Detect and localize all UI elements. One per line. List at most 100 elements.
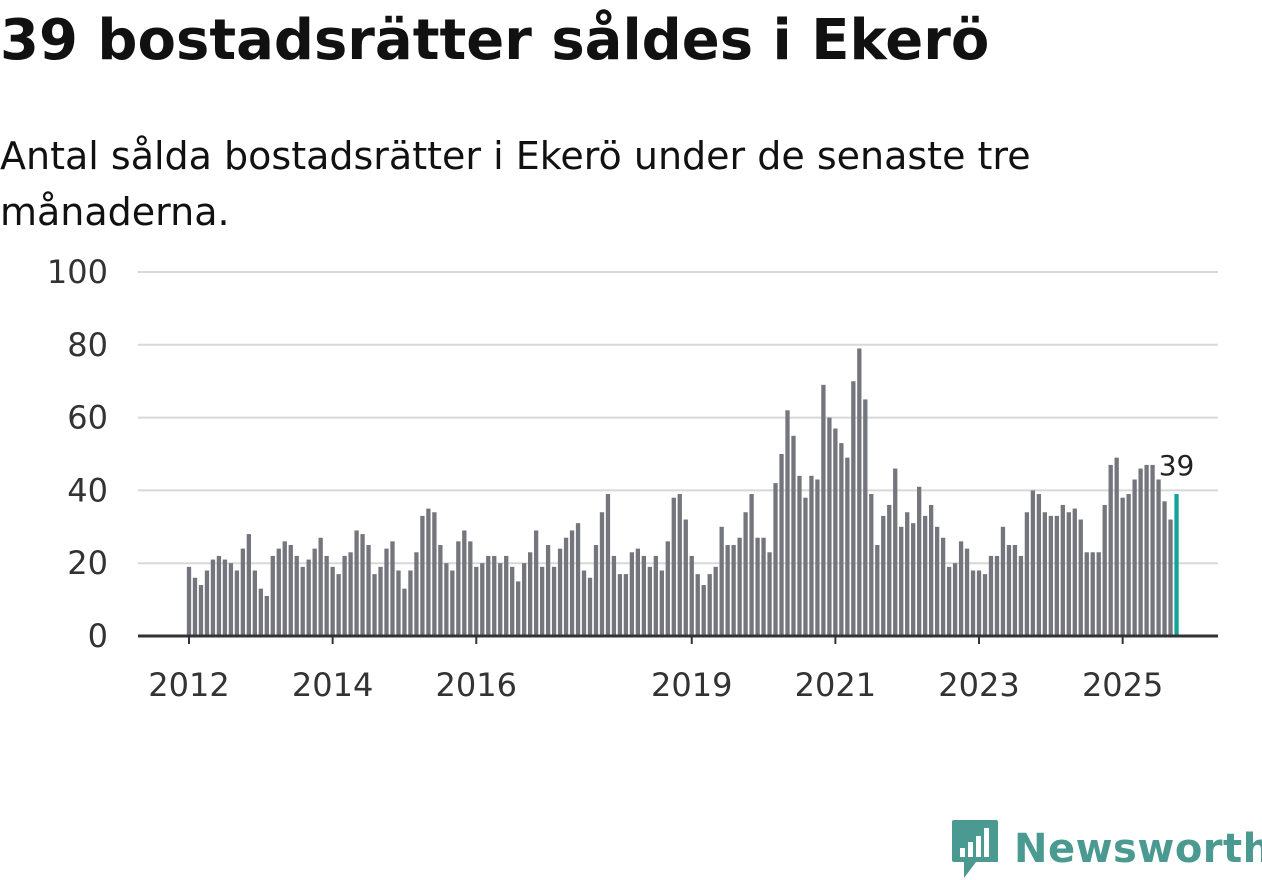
bar — [432, 512, 437, 636]
bar — [414, 552, 419, 636]
bar — [749, 494, 754, 636]
bar — [306, 559, 311, 636]
bar — [258, 588, 263, 636]
bar — [803, 497, 808, 636]
chart-title: 39 bostadsrätter såldes i Ekerö — [0, 8, 990, 73]
bar — [659, 570, 664, 636]
bar — [923, 515, 928, 636]
bar — [976, 570, 982, 636]
bar — [677, 494, 682, 636]
y-tick-label: 80 — [67, 326, 108, 364]
x-tick-label: 2025 — [1082, 666, 1163, 704]
bar — [779, 454, 784, 636]
bar — [911, 523, 916, 636]
bar — [767, 552, 772, 636]
bar — [683, 519, 688, 636]
bar — [1150, 464, 1155, 636]
bar — [330, 566, 335, 636]
bar — [366, 545, 371, 636]
x-tick-label: 2016 — [436, 666, 517, 704]
bar — [1138, 468, 1143, 636]
bar — [426, 508, 431, 636]
bar-highlighted — [1174, 494, 1179, 636]
bar — [204, 570, 210, 636]
bar — [228, 563, 234, 636]
bar — [845, 457, 850, 636]
bar — [378, 566, 383, 636]
bar — [1132, 479, 1137, 636]
bar — [1048, 515, 1053, 636]
y-tick-label: 100 — [47, 253, 108, 291]
bar — [575, 523, 581, 636]
bar — [653, 555, 658, 636]
x-tick-label: 2021 — [795, 666, 876, 704]
bar — [887, 504, 892, 636]
chart-subtitle: Antal sålda bostadsrätter i Ekerö under … — [0, 134, 1031, 234]
bar — [1066, 512, 1071, 636]
bar — [348, 552, 353, 636]
bar — [1156, 479, 1161, 636]
bar — [940, 537, 946, 636]
bar — [1114, 457, 1119, 636]
bar — [1078, 519, 1083, 636]
bar — [809, 475, 814, 636]
bar — [905, 512, 910, 636]
bar — [970, 570, 976, 636]
bar — [569, 530, 575, 636]
bar — [755, 537, 760, 636]
bar — [270, 555, 275, 636]
bar — [851, 381, 856, 636]
bar — [725, 545, 730, 636]
bar — [282, 541, 287, 636]
bar — [450, 570, 455, 636]
bar — [701, 585, 706, 636]
x-tick-label: 2019 — [651, 666, 732, 704]
bar — [689, 555, 694, 636]
bar — [623, 574, 629, 636]
bar — [629, 552, 635, 636]
bar — [216, 555, 222, 636]
bar — [875, 545, 880, 636]
bar — [1144, 464, 1149, 636]
bar — [1024, 512, 1030, 636]
bar — [899, 526, 904, 636]
bar — [833, 428, 838, 636]
bar — [1084, 552, 1089, 636]
bar — [647, 566, 652, 636]
bar — [1126, 494, 1131, 636]
bar — [516, 581, 521, 636]
bar — [934, 526, 940, 636]
bar — [917, 486, 922, 636]
bar — [988, 555, 994, 636]
bar — [761, 537, 766, 636]
bar — [863, 399, 868, 636]
y-tick-label: 40 — [67, 471, 108, 509]
bar — [982, 574, 988, 636]
bar — [522, 563, 527, 636]
bar — [539, 566, 545, 636]
bar — [839, 443, 844, 636]
bar — [611, 555, 617, 636]
bar — [743, 512, 748, 636]
bar — [1102, 504, 1107, 636]
bar — [587, 577, 593, 636]
bar — [641, 555, 647, 636]
bar — [354, 530, 359, 636]
bar — [563, 537, 569, 636]
x-tick-label: 2014 — [292, 666, 373, 704]
bar — [791, 435, 796, 636]
bar-chart: 0 20 40 60 80 100 2012 2014 2016 2019 2021 2023 2025… — [47, 253, 1218, 704]
bar — [1120, 497, 1125, 636]
bar — [1012, 545, 1018, 636]
bar — [192, 577, 198, 636]
brand-logo: Newsworthy — [950, 818, 1262, 880]
bar — [1108, 464, 1113, 636]
bar — [1018, 555, 1024, 636]
bar — [210, 559, 216, 636]
bar — [276, 548, 281, 636]
bar — [893, 468, 898, 636]
bar — [671, 497, 676, 636]
bar — [318, 537, 323, 636]
bar — [533, 530, 539, 636]
bar — [1072, 508, 1077, 636]
